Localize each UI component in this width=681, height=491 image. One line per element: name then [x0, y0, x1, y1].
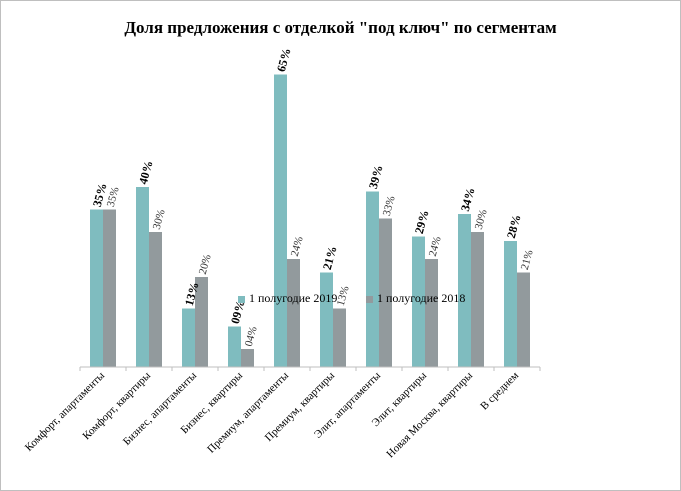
bar-2018-8: [471, 232, 484, 367]
bar-2019-0: [90, 209, 103, 367]
data-label-2018-9: 21%: [519, 249, 536, 272]
category-label-4: Премиум, апартаменты: [205, 369, 291, 455]
chart-title: Доля предложения с отделкой "под ключ" п…: [124, 18, 557, 37]
bar-2019-2: [182, 308, 195, 367]
data-label-2018-5: 13%: [335, 285, 352, 308]
data-label-2019-2: 13%: [182, 280, 202, 307]
bar-2018-0: [103, 209, 116, 367]
bar-2018-3: [241, 349, 254, 367]
bar-2019-9: [504, 241, 517, 367]
data-label-2018-6: 33%: [381, 195, 398, 218]
data-label-2019-6: 39%: [366, 163, 386, 190]
data-label-2019-4: 65%: [274, 46, 294, 73]
category-label-9: В среднем: [478, 370, 521, 413]
bar-2018-6: [379, 218, 392, 367]
data-label-2018-0: 35%: [105, 186, 122, 209]
bar-2019-7: [412, 236, 425, 367]
data-label-2019-1: 40%: [136, 159, 156, 186]
bar-2019-5: [320, 272, 333, 367]
bar-2018-1: [149, 232, 162, 367]
data-label-2018-2: 20%: [197, 253, 214, 276]
bar-2019-3: [228, 326, 241, 367]
bar-2019-1: [136, 187, 149, 367]
data-label-2018-8: 30%: [473, 208, 490, 231]
category-label-0: Комфорт, апартаменты: [23, 369, 108, 454]
bar-2018-7: [425, 259, 438, 367]
data-label-2018-1: 30%: [151, 208, 168, 231]
data-label-2019-5: 21%: [320, 244, 340, 271]
bar-2018-2: [195, 277, 208, 367]
data-label-2019-8: 34%: [458, 186, 478, 213]
bar-2019-8: [458, 214, 471, 367]
bar-2018-9: [517, 272, 530, 367]
data-label-2019-3: 09%: [228, 298, 248, 325]
bar-2018-4: [287, 259, 300, 367]
data-label-2019-7: 29%: [412, 208, 432, 235]
data-label-2019-9: 28%: [504, 213, 524, 240]
bar-2018-5: [333, 308, 346, 367]
bar-2019-4: [274, 74, 287, 367]
data-label-2018-4: 24%: [289, 235, 306, 258]
bar-2019-6: [366, 191, 379, 367]
data-label-2019-0: 35%: [90, 181, 110, 208]
category-label-8: Новая Москва, квартиры: [384, 369, 475, 460]
data-label-2018-3: 04%: [243, 325, 260, 348]
data-label-2018-7: 24%: [427, 235, 444, 258]
